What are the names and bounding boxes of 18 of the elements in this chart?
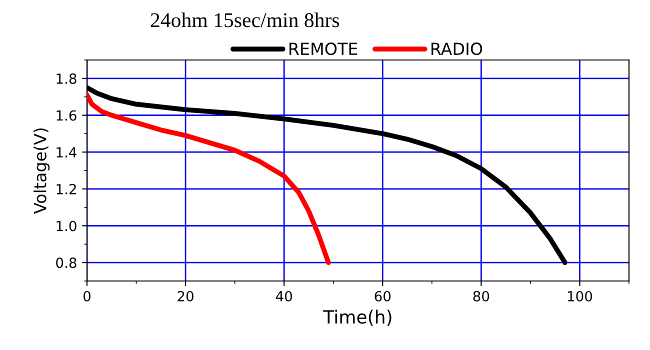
- x-tick-label: 0: [83, 290, 90, 302]
- chart-title: 24ohm 15sec/min 8hrs: [150, 12, 340, 28]
- y-tick-label: 1.8: [56, 73, 76, 84]
- y-axis-title: Voltage(V): [34, 128, 50, 214]
- x-tick-label: 40: [276, 290, 292, 302]
- y-tick-label: 0.8: [56, 258, 76, 268]
- y-tick-label: 1.0: [56, 220, 76, 232]
- y-tick-label: 1.6: [56, 110, 76, 121]
- x-tick-label: 20: [178, 290, 194, 302]
- x-tick-label: 80: [473, 290, 490, 302]
- x-tick-label: 60: [374, 290, 391, 302]
- y-tick-label: 1.4: [56, 147, 76, 158]
- legend-label: REMOTE: [290, 42, 358, 56]
- legend-label: RADIO: [432, 42, 482, 56]
- x-tick-label: 100: [568, 290, 592, 302]
- y-tick-label: 1.2: [56, 184, 76, 194]
- x-axis-title: Time(h): [323, 310, 392, 326]
- line-series: [87, 92, 331, 266]
